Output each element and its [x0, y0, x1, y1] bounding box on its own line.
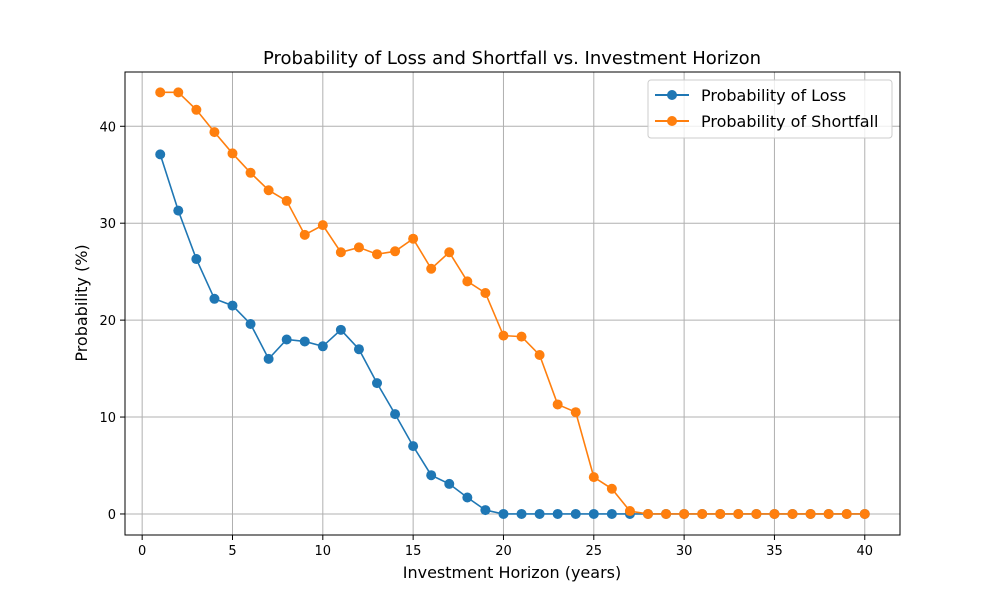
x-tick-label: 15 — [405, 544, 422, 559]
x-tick-label: 10 — [315, 544, 332, 559]
data-point-0 — [209, 293, 220, 304]
data-point-1 — [480, 287, 491, 298]
data-point-1 — [606, 483, 617, 494]
y-tick-label: 0 — [108, 508, 116, 523]
data-point-1 — [335, 247, 346, 258]
y-tick-label: 30 — [99, 217, 116, 232]
x-tick-label: 0 — [138, 544, 146, 559]
data-point-1 — [733, 508, 744, 519]
data-point-1 — [353, 242, 364, 253]
data-point-0 — [299, 336, 310, 347]
data-point-1 — [751, 508, 762, 519]
data-point-1 — [372, 249, 383, 260]
y-tick-label: 20 — [99, 314, 116, 329]
chart-title: Probability of Loss and Shortfall vs. In… — [263, 48, 761, 69]
data-point-1 — [661, 508, 672, 519]
data-point-1 — [191, 104, 202, 115]
data-point-0 — [498, 508, 509, 519]
data-point-1 — [173, 87, 184, 98]
data-point-0 — [155, 149, 166, 160]
data-point-1 — [570, 407, 581, 418]
legend-box — [647, 79, 893, 139]
y-tick-label: 10 — [99, 411, 116, 426]
data-point-1 — [823, 508, 834, 519]
x-tick-label: 40 — [856, 544, 873, 559]
x-tick-label: 5 — [228, 544, 236, 559]
data-point-0 — [173, 205, 184, 216]
data-point-1 — [679, 508, 690, 519]
x-tick-label: 20 — [495, 544, 512, 559]
data-point-0 — [390, 409, 401, 420]
data-point-0 — [408, 441, 419, 452]
data-point-0 — [588, 508, 599, 519]
data-point-0 — [372, 378, 383, 389]
legend: Probability of Loss Probability of Short… — [647, 79, 893, 139]
data-point-0 — [426, 470, 437, 481]
data-point-1 — [516, 331, 527, 342]
data-point-0 — [245, 318, 256, 329]
y-tick-label: 40 — [99, 120, 116, 135]
x-tick-label: 35 — [766, 544, 783, 559]
data-point-1 — [841, 508, 852, 519]
data-point-1 — [498, 330, 509, 341]
data-point-0 — [444, 478, 455, 489]
x-axis-label: Investment Horizon (years) — [403, 563, 621, 582]
data-point-0 — [462, 492, 473, 503]
data-point-1 — [787, 508, 798, 519]
data-point-0 — [534, 508, 545, 519]
data-point-0 — [281, 334, 292, 345]
ticks: 0 5 10 15 20 25 30 35 40 0 10 20 30 40 — [99, 120, 873, 559]
series-layer — [155, 87, 870, 519]
data-point-1 — [588, 472, 599, 483]
data-point-1 — [444, 247, 455, 258]
data-point-0 — [317, 341, 328, 352]
data-point-0 — [191, 254, 202, 265]
data-point-1 — [281, 195, 292, 206]
data-point-1 — [859, 508, 870, 519]
data-point-1 — [805, 508, 816, 519]
data-point-0 — [516, 508, 527, 519]
data-point-1 — [245, 167, 256, 178]
x-tick-label: 25 — [586, 544, 603, 559]
data-point-0 — [552, 508, 563, 519]
data-point-0 — [263, 353, 274, 364]
data-point-0 — [480, 505, 491, 516]
series-line-0 — [159, 154, 865, 515]
x-tick-label: 30 — [676, 544, 693, 559]
data-point-1 — [209, 127, 220, 138]
data-point-1 — [155, 87, 166, 98]
data-point-0 — [606, 508, 617, 519]
legend-label-shortfall: Probability of Shortfall — [701, 112, 878, 131]
data-point-1 — [697, 508, 708, 519]
data-point-0 — [570, 508, 581, 519]
data-point-1 — [299, 229, 310, 240]
data-point-1 — [227, 148, 238, 159]
data-point-0 — [335, 324, 346, 335]
grid — [125, 72, 900, 535]
data-point-1 — [534, 350, 545, 361]
data-point-1 — [408, 233, 419, 244]
data-point-1 — [263, 185, 274, 196]
data-point-1 — [624, 506, 635, 517]
legend-marker-loss — [667, 90, 677, 100]
data-point-1 — [426, 263, 437, 274]
data-point-1 — [552, 399, 563, 410]
legend-label-loss: Probability of Loss — [701, 86, 846, 105]
data-point-1 — [642, 508, 653, 519]
series-line-1 — [160, 91, 865, 515]
data-point-0 — [227, 300, 238, 311]
data-point-1 — [715, 508, 726, 519]
legend-marker-shortfall — [667, 116, 677, 126]
data-point-1 — [769, 508, 780, 519]
data-point-1 — [462, 276, 473, 287]
data-point-1 — [317, 220, 328, 231]
y-axis-label: Probability (%) — [72, 244, 91, 361]
data-point-1 — [390, 246, 401, 257]
data-point-0 — [353, 344, 364, 355]
plot-frame — [124, 71, 901, 536]
